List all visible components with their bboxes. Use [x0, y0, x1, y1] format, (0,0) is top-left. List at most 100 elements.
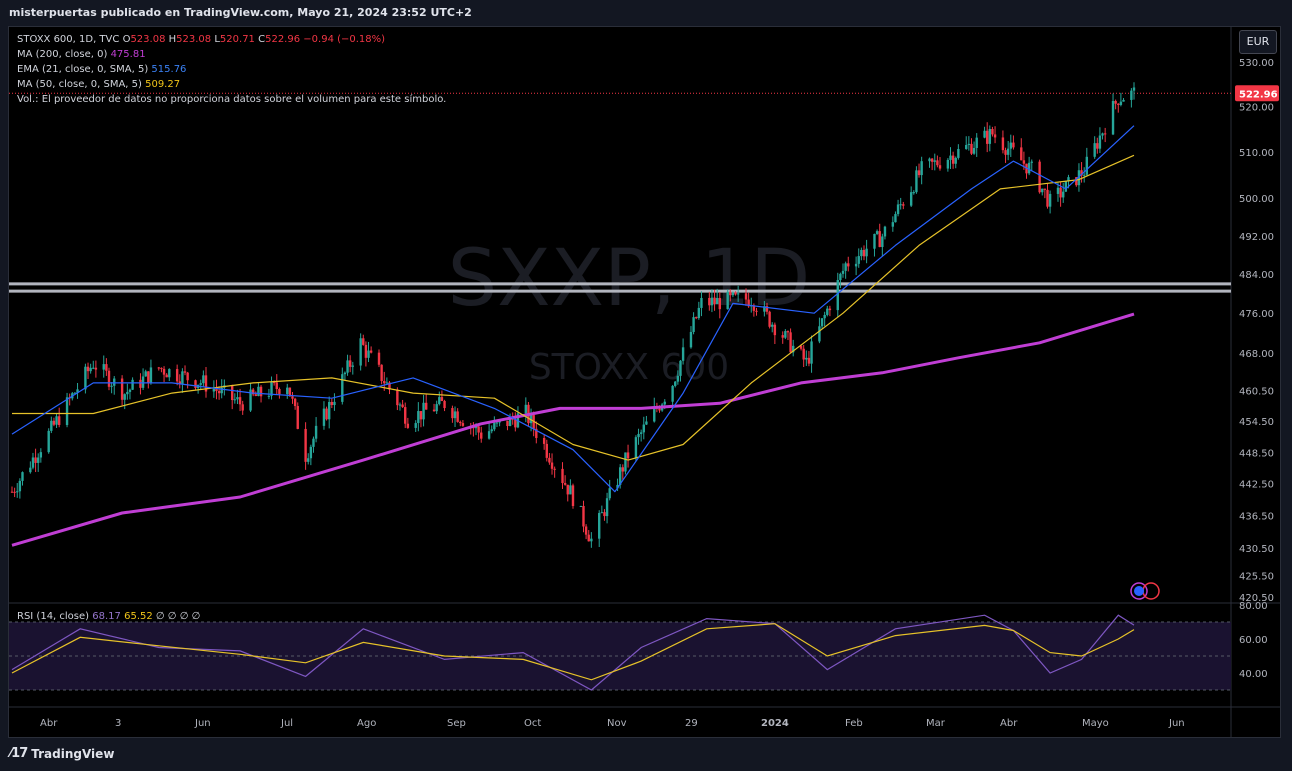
- candle-body: [178, 381, 181, 385]
- candle-body: [168, 369, 171, 378]
- indicator-badge-icon: [1142, 582, 1160, 600]
- candle-body: [267, 395, 271, 397]
- candle-body: [729, 291, 732, 296]
- candle-body: [307, 458, 310, 462]
- tradingview-brand-text: TradingView: [31, 746, 115, 761]
- rsi-legend[interactable]: RSI (14, close) 68.17 65.52 ∅ ∅ ∅ ∅: [17, 611, 200, 622]
- time-tick-label: Abr: [40, 718, 58, 729]
- rsi-tick-label: 60.00: [1239, 635, 1268, 646]
- candle-body: [1062, 191, 1065, 198]
- candle-body: [991, 129, 994, 135]
- candle-body: [938, 165, 942, 169]
- candle-body: [582, 505, 585, 527]
- candle-body: [186, 372, 189, 381]
- candle-body: [147, 371, 150, 384]
- candle-body: [343, 372, 347, 375]
- candle-body: [480, 432, 483, 439]
- candle-body: [194, 380, 197, 389]
- candle-body: [970, 143, 973, 154]
- candle-body: [383, 381, 386, 384]
- candle-body: [786, 331, 790, 333]
- candle-body: [367, 350, 370, 358]
- candle-body: [1038, 161, 1041, 193]
- tradingview-logo-icon: ⁄17: [10, 746, 28, 761]
- time-tick-label: Nov: [607, 718, 627, 729]
- candle-body: [933, 160, 936, 162]
- candle-body: [57, 416, 61, 425]
- rsi-ma-value: 65.52: [124, 611, 153, 622]
- candle-body: [141, 376, 145, 388]
- candle-body: [946, 159, 950, 169]
- candle-body: [605, 498, 609, 517]
- candle-body: [388, 382, 391, 390]
- candle-body: [29, 467, 32, 473]
- candle-body: [763, 306, 766, 312]
- legend-ema21-row[interactable]: EMA (21, close, 0, SMA, 5) 515.76: [17, 62, 446, 77]
- candle-body: [744, 293, 748, 300]
- candle-body: [983, 130, 986, 138]
- candle-body: [771, 324, 774, 327]
- candle-body: [113, 378, 116, 386]
- candle-body: [1111, 101, 1115, 135]
- candle-body: [805, 357, 808, 360]
- legend-symbol: STOXX 600, 1D, TVC: [17, 34, 120, 45]
- candle-body: [590, 538, 593, 542]
- ema21-line: [11, 125, 1135, 493]
- candle-body: [663, 401, 666, 405]
- candle-body: [841, 270, 845, 274]
- legend-ma200-row[interactable]: MA (200, close, 0) 475.81: [17, 47, 446, 62]
- candle-body: [37, 457, 40, 463]
- candle-body: [571, 485, 575, 507]
- candle-body: [270, 382, 273, 396]
- rsi-ma-line: [11, 623, 1135, 681]
- candle-body: [157, 367, 161, 369]
- candle-body: [18, 480, 22, 492]
- candle-body: [802, 348, 805, 360]
- currency-button[interactable]: EUR: [1239, 30, 1277, 54]
- candle-body: [404, 407, 407, 424]
- legend-ma50-row[interactable]: MA (50, close, 0, SMA, 5) 509.27: [17, 77, 446, 92]
- candle-body: [854, 263, 858, 267]
- candle-body: [839, 273, 842, 280]
- candle-body: [857, 256, 860, 264]
- candle-body: [713, 297, 716, 305]
- candle-body: [671, 385, 674, 402]
- candle-body: [47, 430, 50, 453]
- tradingview-brand[interactable]: ⁄17 TradingView: [10, 746, 114, 761]
- rsi-tick-label: 80.00: [1239, 601, 1268, 612]
- time-tick-label: Ago: [357, 718, 376, 729]
- candle-body: [603, 512, 606, 517]
- candle-body: [456, 411, 459, 422]
- candle-body: [86, 366, 90, 372]
- chart-container[interactable]: SXXP, 1D STOXX 600 530.00 520.00 510.00 500.0…: [8, 26, 1281, 738]
- time-tick-label: 3: [115, 718, 121, 729]
- candle-body: [807, 357, 811, 364]
- candle-body: [1101, 133, 1104, 136]
- chart-svg[interactable]: SXXP, 1D STOXX 600 530.00 520.00 510.00 500.0…: [9, 27, 1280, 737]
- candle-body: [881, 236, 884, 248]
- price-tick-label: 442.50: [1239, 480, 1274, 491]
- candle-body: [249, 389, 252, 411]
- candle-body: [272, 382, 276, 384]
- legend-ma200-value: 475.81: [110, 49, 146, 60]
- candle-body: [915, 170, 918, 193]
- candle-body: [39, 452, 43, 458]
- price-tick-label: 484.00: [1239, 270, 1274, 281]
- watermark-name: STOXX 600: [529, 347, 729, 388]
- price-tick-label: 460.50: [1239, 387, 1274, 398]
- candle-body: [514, 419, 517, 428]
- time-tick-label: Mar: [926, 718, 946, 729]
- watermark-ticker: SXXP, 1D: [448, 234, 811, 324]
- candle-body: [681, 347, 685, 361]
- price-tick-label: 520.00: [1239, 103, 1274, 114]
- candle-body: [731, 292, 735, 296]
- time-tick-label: Jun: [1168, 718, 1185, 729]
- candle-body: [231, 385, 234, 401]
- rsi-extras: ∅ ∅ ∅ ∅: [155, 611, 201, 622]
- candle-body: [175, 369, 179, 382]
- candle-body: [899, 204, 902, 206]
- candle-body: [487, 431, 491, 439]
- candle-body: [126, 391, 129, 395]
- time-tick-label: Oct: [524, 718, 541, 729]
- candle-body: [928, 158, 931, 162]
